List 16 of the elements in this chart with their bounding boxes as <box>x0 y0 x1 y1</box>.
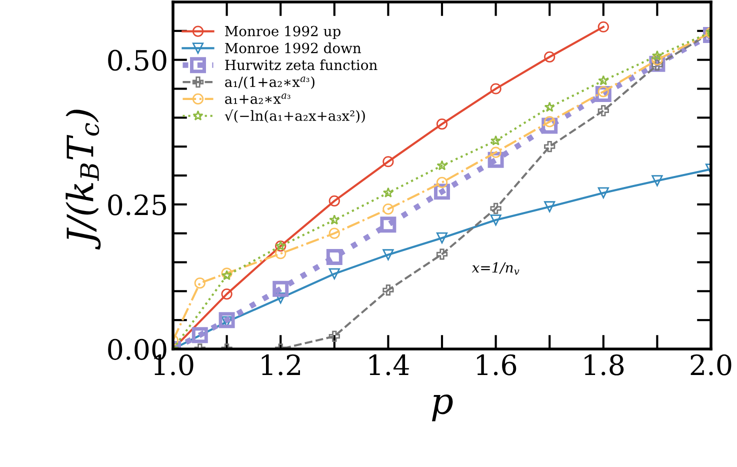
y-tick-label: 0.50 <box>108 50 166 71</box>
x-axis-title: p <box>432 394 453 422</box>
legend-label: a₁/(1+a₂∗x$^{a₃}$) <box>225 76 314 90</box>
x-tick-label: 1.6 <box>477 354 516 376</box>
y-axis-title: J/(k$_{B}$T$_{c}$) <box>66 110 101 250</box>
x-tick-label: 2.0 <box>690 354 732 376</box>
legend-label: a₁+a₂∗x$^{a₃}$ <box>225 94 290 104</box>
legend-label: Hurwitz zeta function <box>225 59 378 70</box>
legend-label: Monroe 1992 up <box>225 26 340 40</box>
y-tick-label: 0.25 <box>108 194 166 216</box>
x-tick-label: 1.8 <box>584 354 624 376</box>
legend-label: √(−ln(a₁+a₂x+a₃x²)) <box>224 109 365 123</box>
annotation: x=1/n$_{v}$ <box>472 262 520 275</box>
x-tick-label: 1.4 <box>370 354 409 376</box>
x-tick-label: 1.2 <box>262 354 300 376</box>
legend-label: Monroe 1992 down <box>225 42 362 54</box>
